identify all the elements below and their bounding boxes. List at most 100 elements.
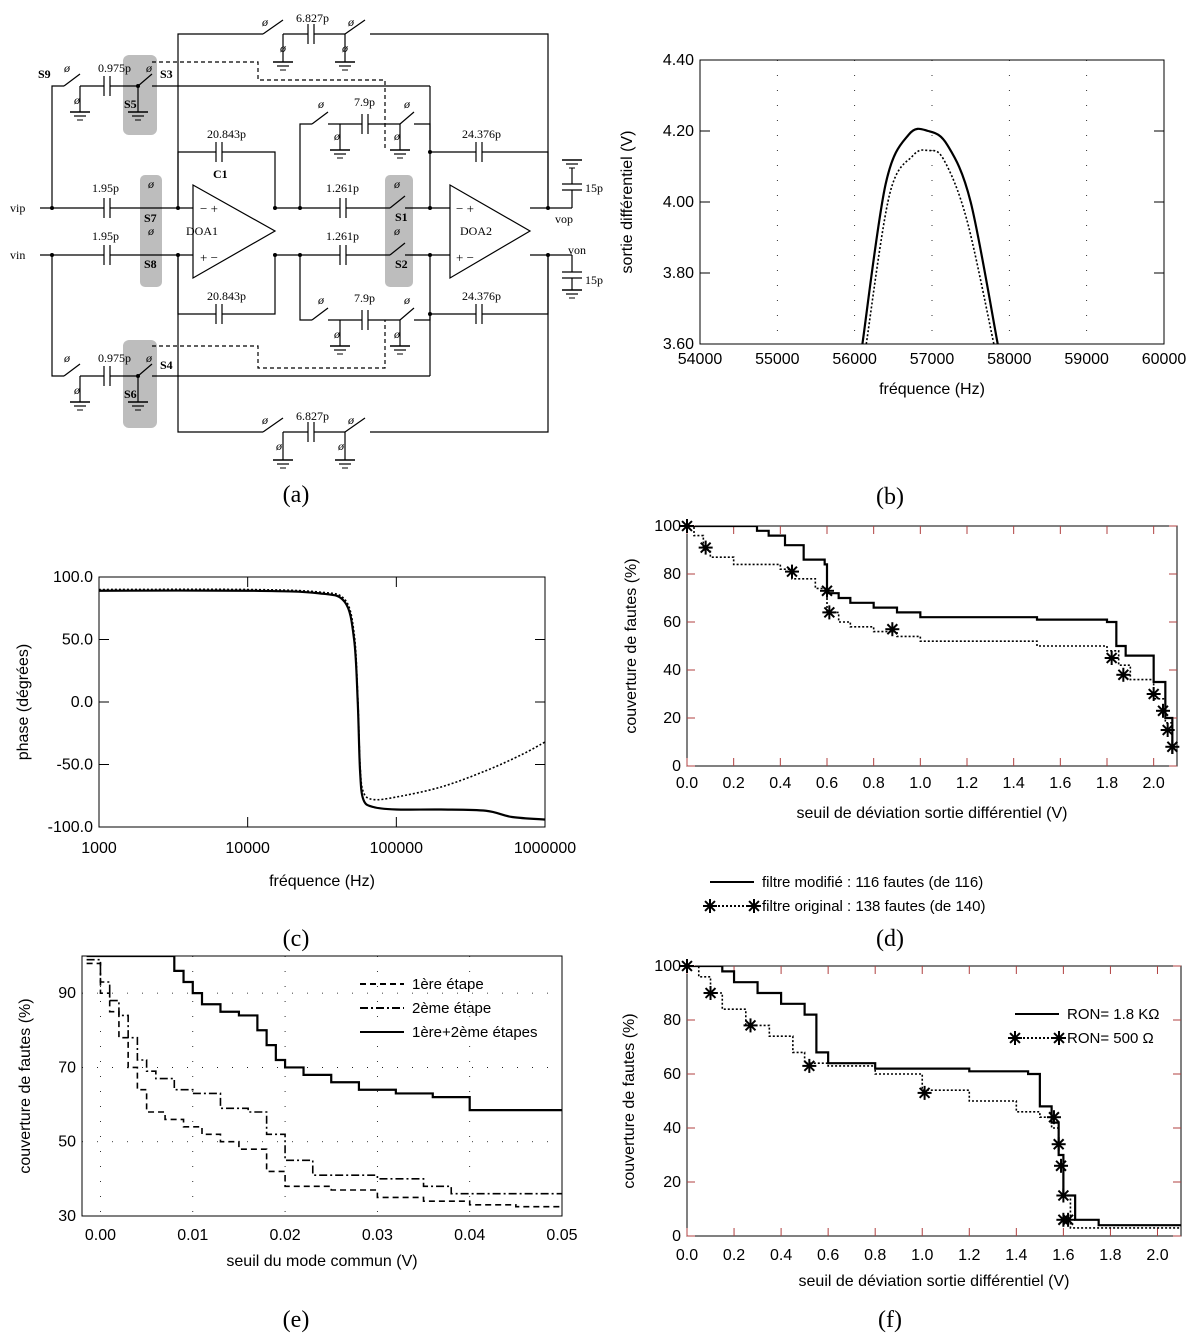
chart-d-star-marker-1-11 bbox=[1166, 741, 1178, 753]
chart-d-legend-label-0: filtre modifié : 116 fautes (de 116) bbox=[762, 874, 983, 891]
chart-c-y-tick-label-1: -50.0 bbox=[57, 757, 94, 774]
chart-b-x-tick-label-5: 59000 bbox=[1064, 351, 1109, 368]
chart-c-series-line-0 bbox=[99, 589, 545, 821]
svg-text:+ −: + − bbox=[456, 250, 474, 265]
chart-e-x-axis-label: seuil du mode commun (V) bbox=[226, 1253, 417, 1270]
switch-symbol: ø bbox=[333, 327, 341, 341]
switch-symbol: ø bbox=[393, 327, 401, 341]
switch-symbol: ø bbox=[145, 61, 153, 75]
chart-e: 0.00 0.01 0.02 0.03 0.04 0.05 30 50 70 90 seuil du… bbox=[17, 955, 578, 1270]
chart-d-star-marker-1-0 bbox=[681, 520, 693, 532]
chart-c-y-tick-label-2: 0.0 bbox=[71, 694, 93, 711]
chart-b-x-tick-label-3: 57000 bbox=[910, 351, 955, 368]
amp-label-doa2: DOA2 bbox=[460, 224, 492, 238]
cap-label-c1: C1 bbox=[213, 167, 228, 181]
chart-b-series-line-0 bbox=[861, 127, 999, 344]
chart-e-x-tick-label-2: 0.02 bbox=[270, 1227, 301, 1244]
chart-d-y-tick-label-4: 80 bbox=[663, 566, 681, 583]
chart-d-star-marker-1-2 bbox=[786, 565, 798, 578]
chart-e-series-line-2 bbox=[86, 956, 562, 1112]
cap-label-fb2-top: 24.376p bbox=[462, 127, 501, 141]
chart-e-y-tick-label-3: 90 bbox=[58, 985, 76, 1002]
chart-f-plot-frame bbox=[686, 965, 1182, 1237]
switch-label-s2: S2 bbox=[395, 257, 408, 271]
chart-f-x-axis-label: seuil de déviation sortie différentiel (… bbox=[799, 1273, 1070, 1290]
chart-d-star-marker-1-10 bbox=[1162, 724, 1174, 736]
chart-e-x-tick-label-3: 0.03 bbox=[362, 1227, 393, 1244]
chart-f-legend-label-0: RON= 1.8 KΩ bbox=[1067, 1006, 1160, 1023]
chart-e-x-tick-label-5: 0.05 bbox=[546, 1227, 577, 1244]
node-label-vop: vop bbox=[555, 212, 573, 226]
chart-f-x-tick-label-0: 0.0 bbox=[676, 1247, 698, 1264]
chart-c-y-tick-label-4: 100.0 bbox=[53, 569, 93, 586]
chart-d-y-tick-label-1: 20 bbox=[663, 710, 681, 727]
chart-f-y-tick-label-1: 20 bbox=[663, 1174, 681, 1191]
chart-f-x-tick-label-3: 0.6 bbox=[817, 1247, 839, 1264]
chart-f-y-tick-label-5: 100 bbox=[654, 958, 681, 975]
chart-e-y-tick-label-2: 70 bbox=[58, 1059, 76, 1076]
chart-f-x-tick-label-1: 0.2 bbox=[723, 1247, 745, 1264]
chart-f-star-marker-1-7 bbox=[1055, 1160, 1067, 1172]
chart-d-legend-label-1: filtre original : 138 fautes (de 140) bbox=[762, 898, 985, 915]
chart-d-y-axis-label: couverture de fautes (%) bbox=[623, 558, 640, 733]
cap-label-sw-top: 7.9p bbox=[354, 95, 375, 109]
switch-label-s4: S4 bbox=[160, 358, 173, 372]
panel-label-c: (c) bbox=[283, 926, 310, 952]
chart-d-star-marker-l1b bbox=[748, 900, 760, 912]
chart-c-y-tick-label-3: 50.0 bbox=[62, 632, 93, 649]
switch-symbol: ø bbox=[403, 293, 411, 307]
cap-label-s9: 0.975p bbox=[98, 61, 131, 75]
switch-symbol: ø bbox=[317, 97, 325, 111]
cap-label-mid-bottom: 1.261p bbox=[326, 229, 359, 243]
switch-label-s8: S8 bbox=[144, 257, 157, 271]
svg-text:− +: − + bbox=[456, 201, 474, 216]
chart-f-star-marker-1-6 bbox=[1053, 1138, 1065, 1150]
chart-d-x-tick-label-4: 0.8 bbox=[863, 775, 885, 792]
cap-label-load-bottom: 15p bbox=[585, 273, 603, 287]
switch-symbol: ø bbox=[337, 439, 345, 453]
chart-d-star-marker-l1a bbox=[704, 900, 716, 912]
chart-d-x-tick-label-7: 1.4 bbox=[1003, 775, 1025, 792]
chart-f-x-tick-label-6: 1.2 bbox=[958, 1247, 980, 1264]
panel-label-e: (e) bbox=[283, 1307, 310, 1333]
chart-d-x-tick-label-1: 0.2 bbox=[723, 775, 745, 792]
chart-b-x-tick-label-2: 56000 bbox=[832, 351, 877, 368]
chart-d-x-tick-label-5: 1.0 bbox=[909, 775, 931, 792]
chart-d-series-line-1 bbox=[687, 526, 1174, 747]
chart-b-x-tick-label-6: 60000 bbox=[1142, 351, 1187, 368]
chart-f-x-tick-label-4: 0.8 bbox=[864, 1247, 886, 1264]
chart-e-legend-label-0: 1ère étape bbox=[412, 976, 484, 993]
cap-label-fb-top: 20.843p bbox=[207, 127, 246, 141]
chart-c-x-tick-label-2: 100000 bbox=[370, 840, 423, 857]
chart-e-x-tick-label-4: 0.04 bbox=[454, 1227, 485, 1244]
chart-b-y-tick-label-1: 3.80 bbox=[663, 265, 694, 282]
chart-f-x-tick-label-2: 0.4 bbox=[770, 1247, 792, 1264]
chart-f-star-marker-1-2 bbox=[744, 1019, 757, 1032]
chart-d-x-axis-label: seuil de déviation sortie différentiel (… bbox=[797, 805, 1068, 822]
switch-symbol: ø bbox=[393, 224, 401, 238]
chart-c-y-axis-label: phase (dégrées) bbox=[15, 644, 32, 761]
cap-label-mid-top: 1.261p bbox=[326, 181, 359, 195]
switch-symbol: ø bbox=[347, 413, 355, 427]
chart-e-series-line-1 bbox=[86, 958, 562, 1195]
switch-symbol: ø bbox=[275, 439, 283, 453]
chart-f-x-tick-label-5: 1.0 bbox=[911, 1247, 933, 1264]
circuit-labels: DOA1 DOA2 − + + − − + + − S1 S2 S3 S4 S5… bbox=[10, 11, 603, 453]
chart-d-y-tick-label-3: 60 bbox=[663, 614, 681, 631]
chart-f-y-tick-label-3: 60 bbox=[663, 1066, 681, 1083]
chart-f-star-marker-1-3 bbox=[803, 1060, 815, 1072]
panel-label-d: (d) bbox=[876, 926, 904, 952]
chart-f: 0.0 0.2 0.4 0.6 0.8 1.0 1.2 1.4 1.6 1.8 2.0 0 20 40 60… bbox=[621, 958, 1182, 1290]
switch-symbol: ø bbox=[403, 97, 411, 111]
chart-b-y-tick-label-2: 4.00 bbox=[663, 194, 694, 211]
chart-d-star-marker-1-5 bbox=[886, 623, 898, 635]
chart-f-star-marker-l1a bbox=[1009, 1032, 1021, 1044]
chart-e-x-tick-label-0: 0.00 bbox=[85, 1227, 116, 1244]
chart-e-y-tick-label-0: 30 bbox=[58, 1208, 76, 1225]
chart-e-legend-label-2: 1ère+2ème étapes bbox=[412, 1024, 538, 1041]
chart-f-star-marker-1-4 bbox=[918, 1087, 931, 1099]
chart-d-star-marker-1-6 bbox=[1106, 652, 1118, 664]
chart-b-plot-frame bbox=[699, 59, 1165, 345]
chart-c-series-line-1 bbox=[99, 588, 545, 801]
